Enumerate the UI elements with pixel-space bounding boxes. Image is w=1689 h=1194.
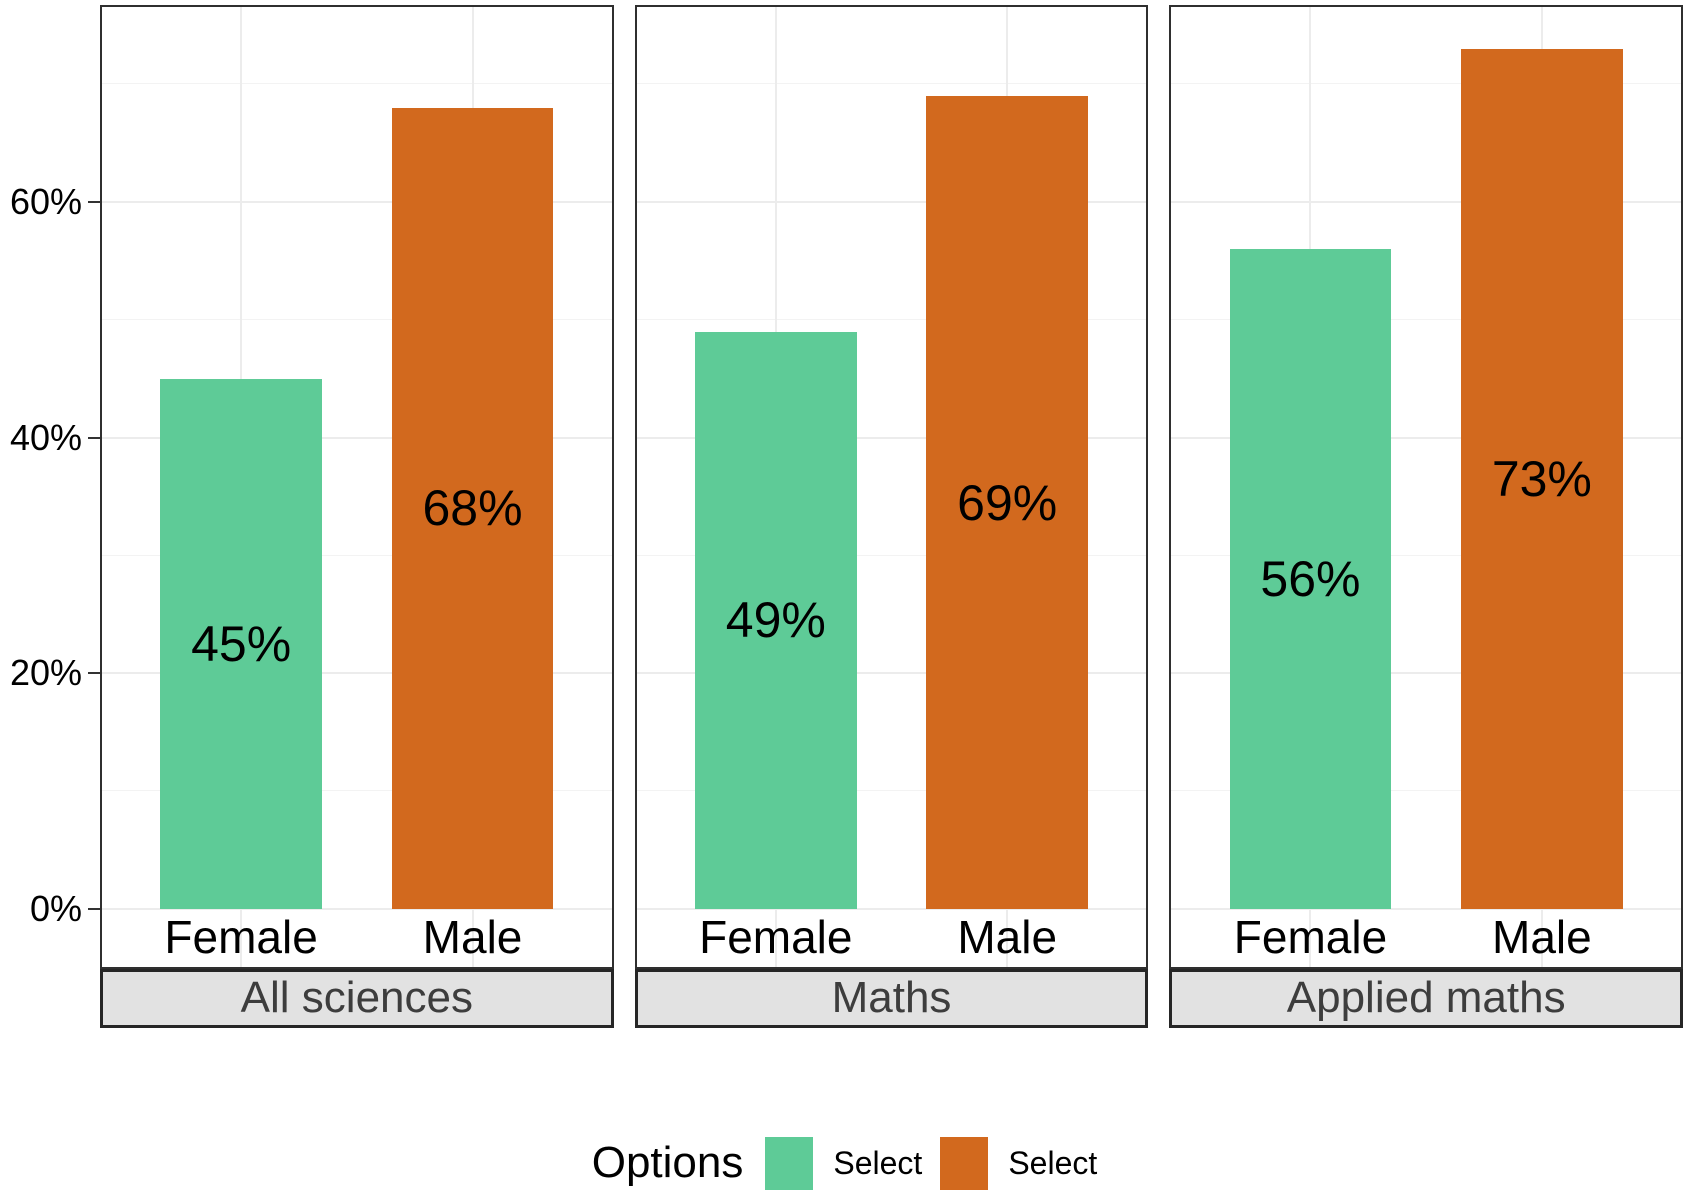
gridline-minor [102,554,612,556]
bar-value-label: 69% [957,474,1058,531]
facet-maths: 49% 69% Female Male Maths [634,5,1149,1028]
y-tick-label: 0% [29,888,82,929]
bar-male-maths: 69% [926,96,1088,909]
x-category-label: Female [164,911,318,963]
legend-item: Select [765,1136,923,1190]
y-tick-label: 20% [9,652,82,694]
gridline-major [1171,201,1682,204]
gridline-minor [636,554,1147,556]
x-axis-labels: Female Male [102,909,612,967]
gridline-minor [636,83,1147,85]
y-tick-label: 40% [9,416,82,458]
x-category-label: Male [422,911,523,963]
bar-value-label: 68% [422,480,523,537]
x-category-label: Female [699,911,853,963]
gridline-major [636,672,1147,675]
facet-strip-maths: Maths [634,969,1149,1028]
facet-strip-label: Applied maths [1286,973,1566,1022]
bar-value-label: 73% [1491,451,1592,508]
gridline-major [102,908,612,910]
gridline-minor [102,319,612,320]
x-category-label: Male [957,911,1058,963]
y-tick-mark [88,908,100,910]
gridline-major [102,201,612,204]
facet-all-sciences: 45% 68% Female Male All sciences [100,5,614,1028]
legend-item-label: Select [833,1144,923,1181]
panels-row: 45% 68% Female Male All sciences 49% 69% Female… [100,5,1684,1028]
facet-strip-applied-maths: Applied maths [1169,969,1684,1028]
legend-item-label: Select [1008,1144,1098,1181]
panel: 49% 69% Female Male [634,5,1149,969]
facet-applied-maths: 56% 73% Female Male Applied maths [1169,5,1684,1028]
bar-value-label: 45% [191,615,292,672]
legend-title: Options [591,1138,744,1187]
gridline-minor [1171,319,1682,320]
bar-female-applied-maths: 56% [1229,249,1392,909]
gridline-minor [102,83,612,85]
y-tick-mark [88,672,100,675]
x-axis-labels: Female Male [637,909,1147,967]
legend-items: Select Select [765,1136,1098,1190]
gridline-minor [102,790,612,792]
legend-item: Select [940,1136,1098,1190]
y-tick-mark [88,201,100,204]
panel: 56% 73% Female Male [1169,5,1684,969]
gridline-major [102,436,612,439]
gridline-minor [636,319,1147,320]
facet-strip-all-sciences: All sciences [100,969,614,1028]
bar-female-all-sciences: 45% [160,378,322,909]
y-axis: 0% 20% 40% 60% [0,5,100,969]
x-axis-labels: Female Male [1171,909,1681,967]
legend-swatch-green [765,1136,814,1190]
x-category-label: Female [1233,911,1388,963]
gridline-minor [1171,790,1682,792]
bar-male-all-sciences: 68% [391,107,554,909]
gridline-major [636,436,1147,439]
gridline-major [1171,672,1682,675]
gridline-major [1171,436,1682,439]
y-tick-label: 60% [9,181,82,223]
gridline-minor [1171,554,1682,556]
gridline-major [102,672,612,675]
y-tick-mark [88,436,100,439]
panel: 45% 68% Female Male [100,5,614,969]
legend-swatch-orange [940,1136,989,1190]
bar-value-label: 56% [1260,551,1361,608]
gridline-minor [636,790,1147,792]
bar-male-applied-maths: 73% [1461,49,1623,909]
gridline-major [636,908,1147,910]
bar-value-label: 49% [725,592,826,649]
x-category-label: Male [1492,911,1592,963]
gridline-major [636,201,1147,204]
legend: Options Select Select [0,1132,1689,1194]
facet-strip-label: Maths [831,973,952,1022]
gridline-minor [1171,83,1682,85]
facet-strip-label: All sciences [240,973,473,1022]
bar-female-maths: 49% [695,331,857,909]
gridline-major [1171,908,1682,910]
